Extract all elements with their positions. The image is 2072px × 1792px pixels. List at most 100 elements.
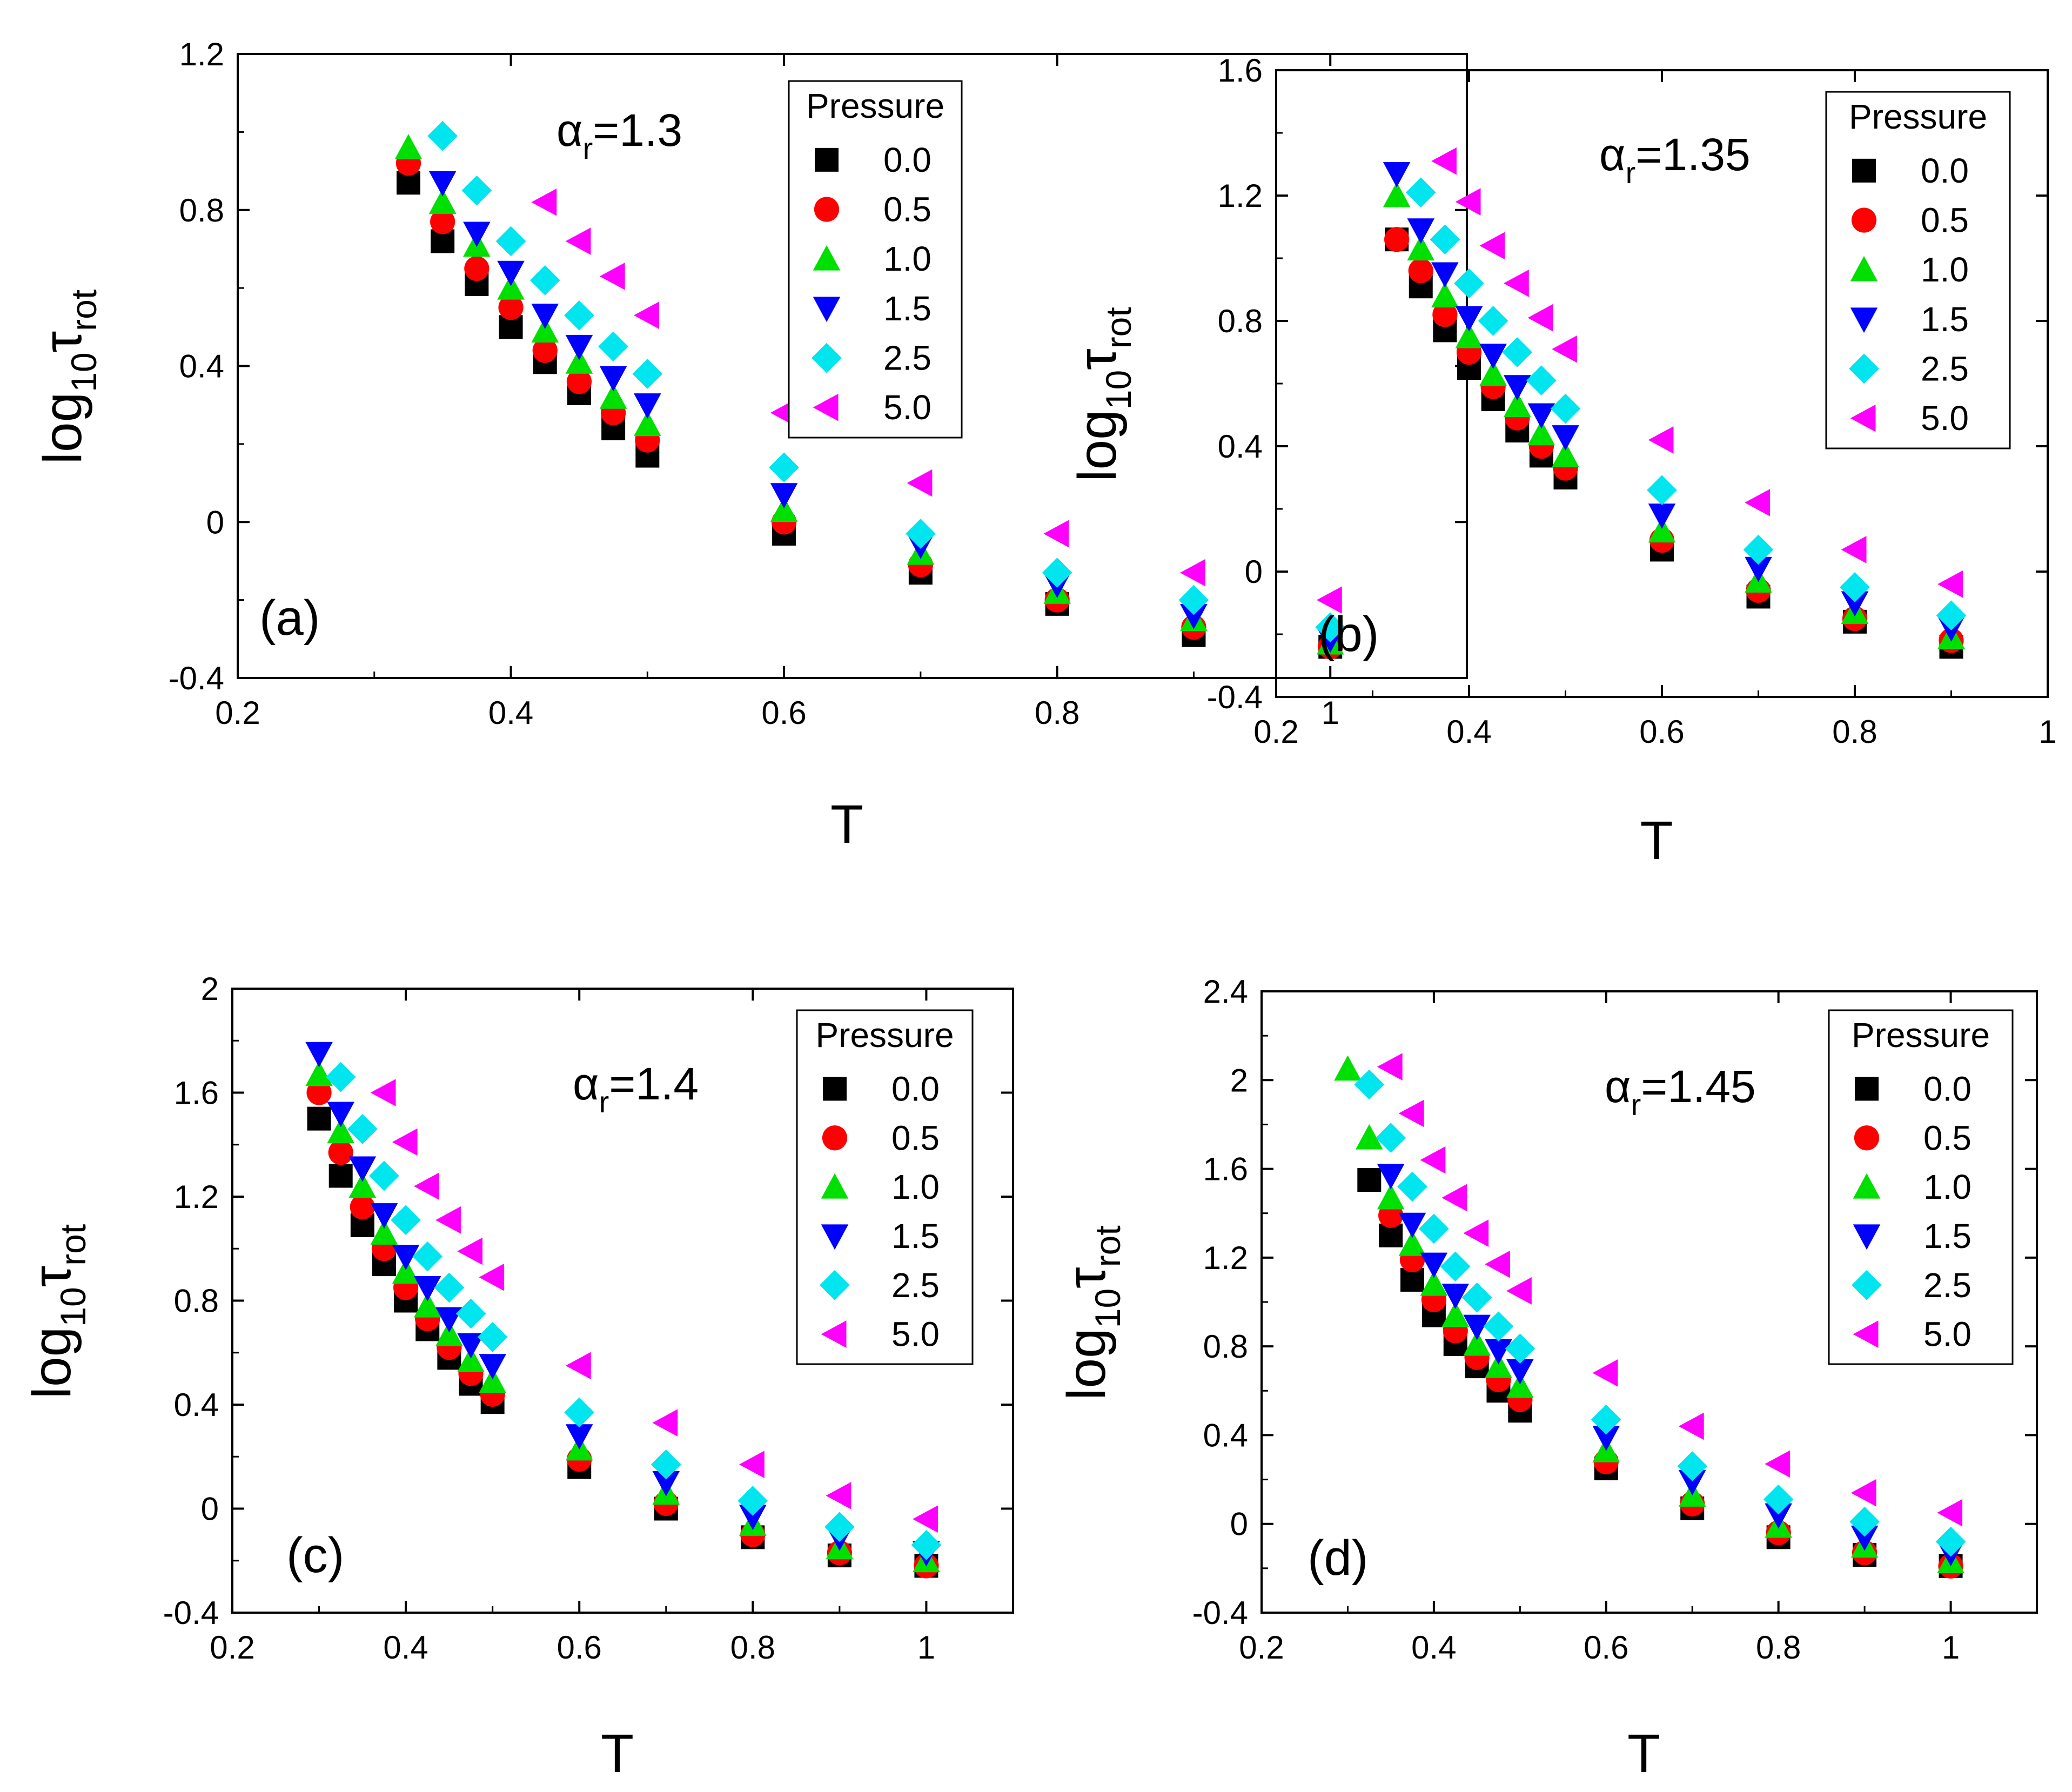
legend-label: 0.0 [891,1069,940,1108]
y-tick-label: 0.4 [1203,1417,1248,1453]
series-p5_0 [370,1079,938,1533]
data-point [769,452,799,483]
data-point [1592,1359,1618,1387]
y-tick-label: 2 [1230,1062,1248,1098]
data-point [1398,1230,1426,1256]
data-point [1316,586,1342,614]
data-point [495,226,526,257]
data-point [634,411,661,437]
alpha-annotation: αr=1.35 [1599,129,1751,190]
data-point [1431,282,1459,308]
panel-a: 0.2 0.4 0.6 0.8 1-0.400.40.81.2Tlog10τrotαr=… [32,36,1468,855]
y-title-tau: τ [1067,348,1128,370]
panel-tag: (b) [1318,607,1379,662]
y-tick-label: 0.8 [1218,303,1263,339]
data-point [529,265,560,296]
data-point [1745,556,1772,582]
data-point [1678,1412,1704,1440]
alpha-symbol: α [1599,129,1626,180]
data-point [497,274,525,300]
data-point [1678,1470,1706,1495]
data-point [428,189,457,214]
y-tick-label: 0 [1230,1506,1248,1542]
data-point [1503,392,1531,418]
data-point [1506,1372,1534,1398]
alpha-sub: r [1631,1088,1641,1122]
data-point [305,1061,333,1086]
x-tick-label: 0.4 [488,695,533,731]
y-title-subrot: rot [64,290,104,331]
y-tick-label: 1.6 [174,1075,219,1111]
data-point [911,1530,942,1560]
series-p5_0 [1431,147,1963,598]
data-point [1479,232,1505,260]
data-point [565,348,593,374]
data-point [1455,188,1481,216]
alpha-sub: r [599,1085,609,1119]
x-tick-label: 0.4 [383,1629,428,1666]
data-point [1648,517,1676,543]
data-point [370,1219,398,1245]
data-point [1503,375,1531,401]
x-axis-title: T [830,794,863,855]
data-point [1591,1404,1621,1435]
data-point [479,1367,506,1393]
x-tick-label: 0.8 [1756,1629,1801,1666]
y-title-sub10: 10 [1098,370,1138,410]
y-title-tau: τ [22,1266,82,1287]
data-point [413,1172,439,1200]
data-point [1849,1506,1880,1537]
data-point [430,209,455,234]
data-point [1483,1311,1514,1342]
data-point [1765,1503,1792,1529]
data-point [531,189,557,216]
data-point [599,263,625,290]
data-point [1485,1339,1512,1365]
data-point [1937,570,1963,598]
data-point [350,1194,375,1220]
data-point [565,1424,593,1450]
data-point [498,295,524,320]
x-axis-title: T [601,1723,634,1784]
y-axis-title: log10τrot [1067,307,1138,481]
alpha-value: =1.4 [609,1058,699,1109]
data-point [1505,1333,1535,1364]
data-point [457,1333,485,1359]
data-point [1356,1124,1383,1150]
data-point [1441,1301,1470,1327]
data-point [1407,218,1435,244]
data-point [435,1320,463,1346]
legend-marker [1851,207,1877,233]
data-point [1479,360,1507,386]
y-title-log: log [32,392,93,464]
data-point [564,300,594,331]
data-point [1431,147,1457,175]
y-tick-label: 0 [201,1491,219,1527]
data-point [427,120,458,151]
data-point [1592,1426,1620,1451]
data-point [327,1102,354,1127]
panel-tag: (c) [286,1528,344,1583]
legend-marker [1850,307,1878,333]
data-point [1461,1282,1492,1313]
data-point [497,260,525,286]
data-point [1042,558,1072,588]
data-point [1441,1184,1467,1212]
data-point [1506,1359,1534,1385]
data-point [1431,262,1459,288]
alpha-symbol: α [573,1058,599,1109]
legend-label: 2.5 [883,339,931,378]
data-point [1527,403,1555,429]
y-tick-label: -0.4 [169,660,224,696]
data-point [428,171,457,197]
y-title-log: log [1067,410,1128,481]
data-point [1398,1099,1424,1127]
legend-label: 2.5 [1921,350,1969,388]
y-title-sub10: 10 [53,1287,93,1326]
data-point [1419,1213,1449,1244]
panel-tag: (a) [259,590,320,646]
alpha-annotation: αr=1.45 [1605,1061,1756,1122]
alpha-annotation: αr=1.4 [573,1058,699,1119]
data-point [1485,1250,1510,1278]
data-point [1454,268,1484,299]
